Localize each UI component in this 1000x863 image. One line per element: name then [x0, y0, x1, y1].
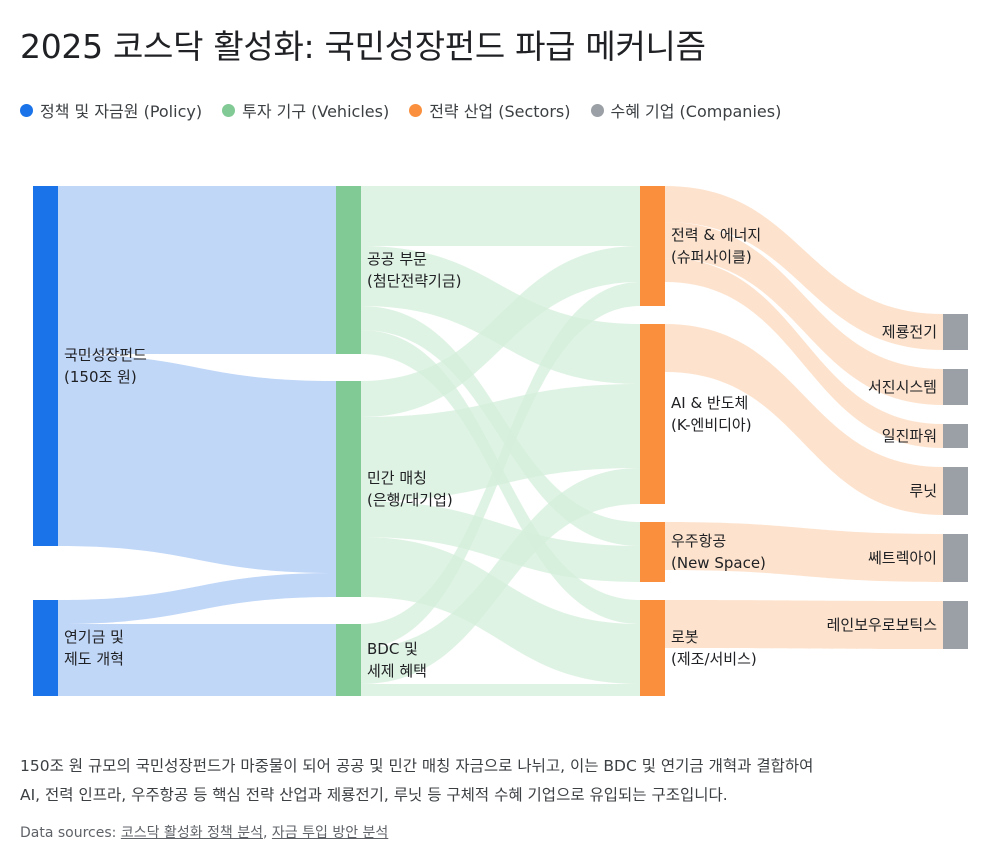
sankey-link-bdc-energy[interactable] — [361, 282, 640, 648]
legend-swatch-sectors — [409, 103, 423, 117]
sankey-link-private-space[interactable] — [361, 501, 640, 582]
sankey-node-seojin[interactable] — [943, 369, 968, 405]
sankey-node-pension[interactable] — [33, 600, 58, 696]
sankey-node-label-seojin: 서진시스템 — [868, 378, 937, 396]
sankey-link-energy-jeryong[interactable] — [665, 186, 943, 350]
sankey-node-label-iljin: 일진파워 — [882, 427, 937, 445]
sankey-link-robot-rainbow[interactable] — [665, 600, 943, 649]
legend-item-sectors[interactable]: 전략 산업 (Sectors) — [409, 98, 571, 122]
sankey-node-iljin[interactable] — [943, 424, 968, 448]
source-link-1[interactable]: 코스닥 활성화 정책 분석 — [120, 825, 263, 841]
sankey-node-label-jeryong: 제룡전기 — [882, 323, 937, 341]
sources-separator: , — [263, 825, 272, 841]
sankey-link-pension-bdc[interactable] — [58, 624, 336, 696]
sankey-node-fund[interactable] — [33, 186, 58, 546]
sankey-link-fund-private[interactable] — [58, 354, 336, 573]
legend-swatch-companies — [590, 103, 604, 117]
legend-swatch-vehicles — [222, 103, 236, 117]
sankey-node-label-public: 공공 부문 (첨단전략기금) — [367, 250, 462, 290]
source-link-2[interactable]: 자금 투입 방안 분석 — [271, 825, 389, 841]
caption: 150조 원 규모의 국민성장펀드가 마중물이 되어 공공 및 민간 매칭 자금… — [20, 752, 980, 810]
sankey-link-space-satrec[interactable] — [665, 522, 943, 582]
sankey-node-lunit[interactable] — [943, 467, 968, 515]
sankey-link-ai-lunit[interactable] — [665, 324, 943, 515]
sankey-link-private-energy[interactable] — [361, 246, 640, 417]
legend-label-policy: 정책 및 자금원 (Policy) — [40, 102, 203, 121]
sankey-node-label-space: 우주항공 (New Space) — [671, 532, 766, 572]
sankey-node-robot[interactable] — [640, 600, 665, 696]
sankey-node-label-fund: 국민성장펀드 (150조 원) — [64, 346, 147, 386]
legend-label-vehicles: 투자 기구 (Vehicles) — [242, 102, 390, 121]
sankey-node-label-satrec: 쎄트렉아이 — [868, 549, 937, 567]
sankey-node-jeryong[interactable] — [943, 314, 968, 350]
sankey-node-label-private: 민간 매칭 (은행/대기업) — [367, 469, 453, 509]
sources-prefix: Data sources: — [20, 825, 121, 841]
data-sources: Data sources: 코스닥 활성화 정책 분석, 자금 투입 방안 분석 — [20, 822, 388, 842]
sankey-link-private-ai[interactable] — [361, 384, 640, 501]
legend-item-policy[interactable]: 정책 및 자금원 (Policy) — [20, 98, 202, 122]
sankey-node-label-energy: 전력 & 에너지 (슈퍼사이클) — [671, 226, 761, 266]
legend-label-companies: 수혜 기업 (Companies) — [610, 102, 782, 121]
sankey-links — [58, 186, 943, 696]
sankey-node-label-ai: AI & 반도체 (K-엔비디아) — [671, 394, 752, 434]
legend-swatch-policy — [20, 103, 33, 117]
caption-line-1: 150조 원 규모의 국민성장펀드가 마중물이 되어 공공 및 민간 매칭 자금… — [20, 757, 814, 775]
sankey-node-label-rainbow: 레인보우로보틱스 — [827, 616, 938, 634]
sankey-node-bdc[interactable] — [336, 624, 361, 696]
sankey-node-rainbow[interactable] — [943, 601, 968, 649]
sankey-link-public-energy[interactable] — [361, 186, 640, 246]
sankey-link-bdc-ai[interactable] — [361, 468, 640, 684]
sankey-link-bdc-robot[interactable] — [361, 684, 640, 696]
sankey-node-public[interactable] — [336, 186, 361, 354]
sankey-node-space[interactable] — [640, 522, 665, 582]
sankey-node-label-bdc: BDC 및 세제 혜택 — [367, 640, 427, 680]
legend: 정책 및 자금원 (Policy) 투자 기구 (Vehicles) 전략 산업… — [20, 98, 781, 122]
sankey-node-label-lunit: 루닛 — [909, 482, 937, 500]
legend-item-vehicles[interactable]: 투자 기구 (Vehicles) — [222, 98, 389, 122]
legend-label-sectors: 전략 산업 (Sectors) — [429, 102, 571, 121]
sankey-link-fund-public[interactable] — [58, 186, 336, 354]
sankey-link-energy-iljin[interactable] — [665, 258, 943, 448]
sankey-node-satrec[interactable] — [943, 534, 968, 582]
sankey-node-ai[interactable] — [640, 324, 665, 504]
caption-line-2: AI, 전력 인프라, 우주항공 등 핵심 전략 산업과 제룡전기, 루닛 등 … — [20, 786, 728, 804]
sankey-link-pension-private[interactable] — [58, 573, 336, 624]
sankey-node-label-pension: 연기금 및 제도 개혁 — [64, 628, 124, 668]
sankey-link-energy-seojin[interactable] — [665, 222, 943, 405]
sankey-node-label-robot: 로봇 (제조/서비스) — [671, 628, 757, 668]
sankey-node-private[interactable] — [336, 381, 361, 597]
sankey-node-energy[interactable] — [640, 186, 665, 306]
sankey-nodes: 국민성장펀드 (150조 원) 연기금 및 제도 개혁 공공 부문 (첨단전략기금) 민간 … — [33, 186, 968, 696]
legend-item-companies[interactable]: 수혜 기업 (Companies) — [590, 98, 782, 122]
page-title: 2025 코스닥 활성화: 국민성장펀드 파급 메커니즘 — [20, 27, 706, 66]
sankey-link-private-robot[interactable] — [361, 537, 640, 684]
